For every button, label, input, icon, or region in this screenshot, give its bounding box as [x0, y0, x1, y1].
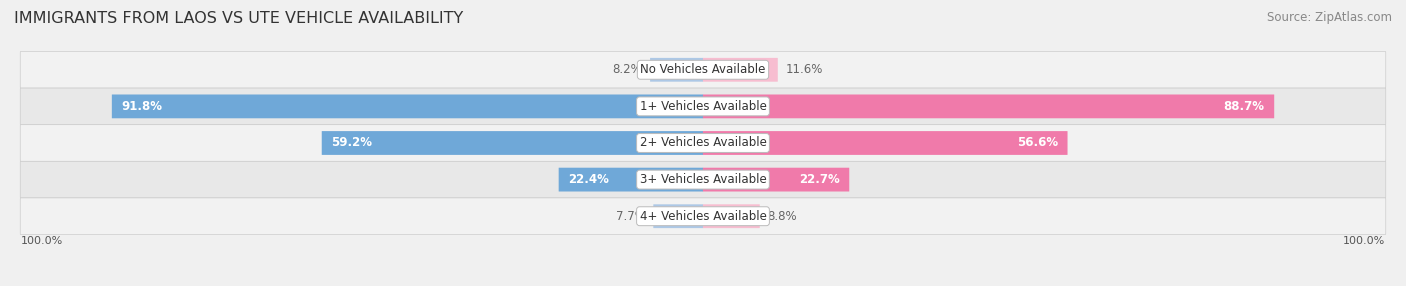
FancyBboxPatch shape [703, 58, 778, 82]
Text: 8.2%: 8.2% [613, 63, 643, 76]
FancyBboxPatch shape [20, 161, 1386, 198]
Text: 22.7%: 22.7% [799, 173, 839, 186]
FancyBboxPatch shape [703, 94, 1274, 118]
Text: Source: ZipAtlas.com: Source: ZipAtlas.com [1267, 11, 1392, 24]
FancyBboxPatch shape [20, 88, 1386, 125]
Text: 4+ Vehicles Available: 4+ Vehicles Available [640, 210, 766, 223]
Text: IMMIGRANTS FROM LAOS VS UTE VEHICLE AVAILABILITY: IMMIGRANTS FROM LAOS VS UTE VEHICLE AVAI… [14, 11, 464, 26]
FancyBboxPatch shape [650, 58, 703, 82]
Text: 22.4%: 22.4% [568, 173, 609, 186]
FancyBboxPatch shape [112, 94, 703, 118]
FancyBboxPatch shape [322, 131, 703, 155]
Text: 59.2%: 59.2% [332, 136, 373, 150]
FancyBboxPatch shape [703, 168, 849, 192]
Text: No Vehicles Available: No Vehicles Available [640, 63, 766, 76]
Text: 7.7%: 7.7% [616, 210, 645, 223]
FancyBboxPatch shape [654, 204, 703, 228]
FancyBboxPatch shape [703, 204, 759, 228]
Text: 100.0%: 100.0% [1343, 236, 1385, 246]
Text: 91.8%: 91.8% [121, 100, 163, 113]
FancyBboxPatch shape [558, 168, 703, 192]
FancyBboxPatch shape [20, 51, 1386, 88]
Text: 3+ Vehicles Available: 3+ Vehicles Available [640, 173, 766, 186]
FancyBboxPatch shape [20, 125, 1386, 161]
FancyBboxPatch shape [20, 198, 1386, 235]
Text: 8.8%: 8.8% [768, 210, 797, 223]
Text: 100.0%: 100.0% [21, 236, 63, 246]
Text: 1+ Vehicles Available: 1+ Vehicles Available [640, 100, 766, 113]
Text: 11.6%: 11.6% [786, 63, 823, 76]
Text: 2+ Vehicles Available: 2+ Vehicles Available [640, 136, 766, 150]
Text: 56.6%: 56.6% [1017, 136, 1057, 150]
FancyBboxPatch shape [703, 131, 1067, 155]
Text: 88.7%: 88.7% [1223, 100, 1264, 113]
